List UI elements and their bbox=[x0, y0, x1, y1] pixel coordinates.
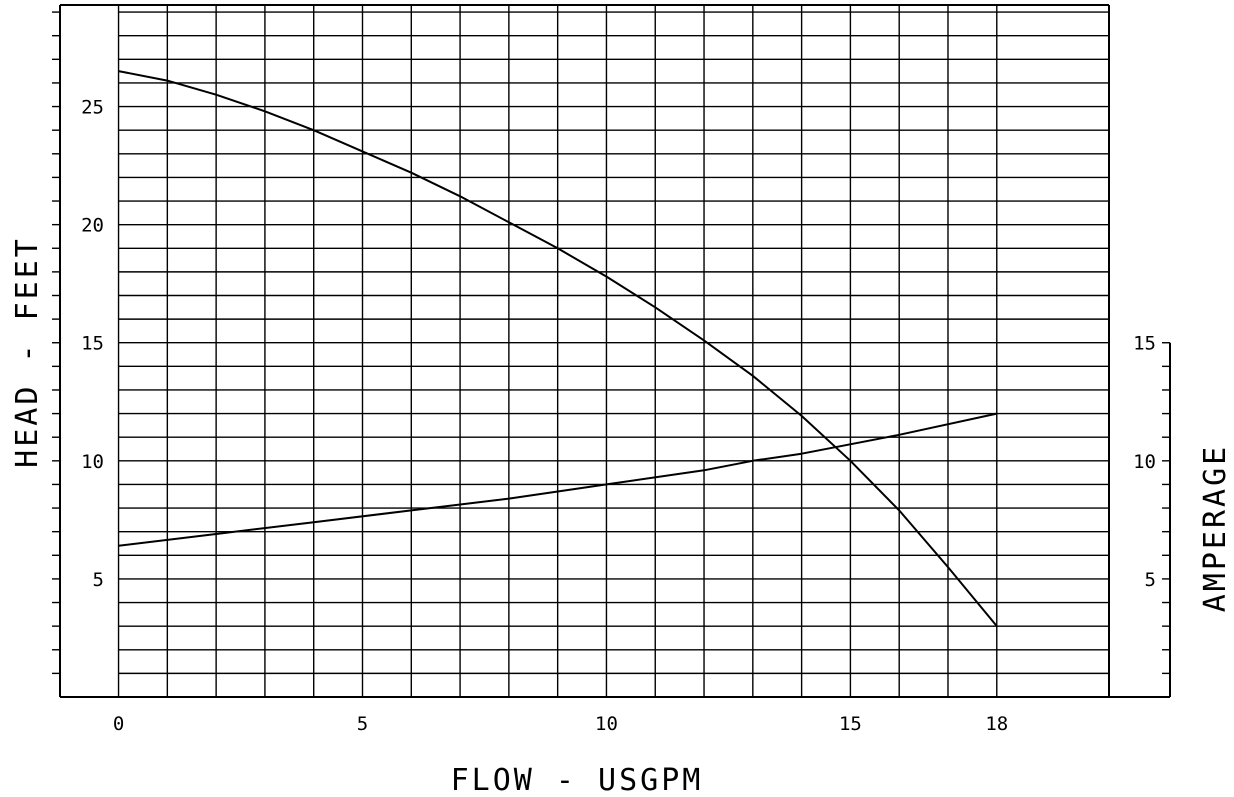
right-axis-title: AMPERAGE bbox=[1198, 444, 1233, 613]
y2-tick-label: 10 bbox=[1133, 451, 1156, 473]
y-tick-label: 5 bbox=[93, 569, 104, 591]
x-axis-title: FLOW - USGPM bbox=[451, 763, 704, 797]
grid bbox=[117, 5, 1109, 697]
y-tick-label: 10 bbox=[81, 451, 104, 473]
x-tick-label: 10 bbox=[595, 713, 618, 735]
y2-tick-label: 5 bbox=[1145, 569, 1156, 591]
x-tick-label: 0 bbox=[113, 713, 124, 735]
y-axis-title: HEAD - FEET bbox=[10, 236, 45, 468]
series-layer bbox=[118, 70, 998, 627]
plot-frame bbox=[59, 4, 1171, 698]
tick-labels: 0 5 10 15 18 5 10 15 20 25 5 10 15 bbox=[81, 97, 1156, 735]
amperage-curve-line bbox=[118, 412, 998, 547]
x-tick-label: 15 bbox=[839, 713, 862, 735]
y-tick-label: 15 bbox=[81, 333, 104, 355]
tick-marks bbox=[52, 11, 1170, 675]
y-tick-label: 20 bbox=[81, 215, 104, 237]
y2-tick-label: 15 bbox=[1133, 333, 1156, 355]
x-tick-label: 18 bbox=[985, 713, 1008, 735]
y-tick-label: 25 bbox=[81, 97, 104, 119]
x-tick-label: 5 bbox=[357, 713, 368, 735]
head-curve-line bbox=[118, 70, 998, 627]
